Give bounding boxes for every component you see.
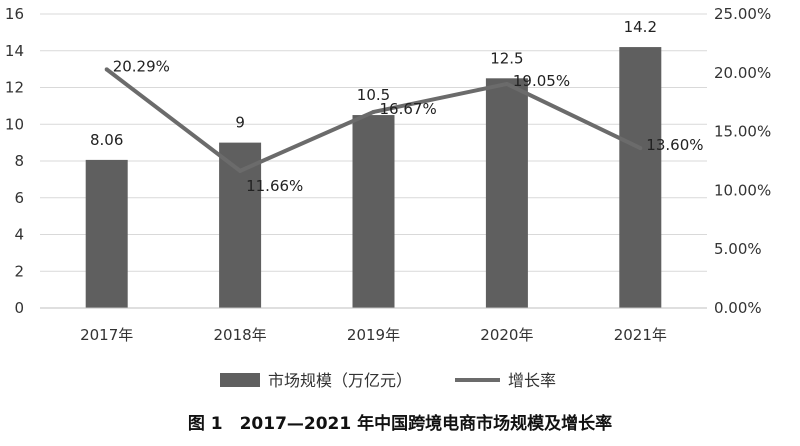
line-point <box>238 168 243 173</box>
bar <box>219 142 262 308</box>
line-point <box>104 67 109 72</box>
left-axis: 0 2 4 6 8 10 12 14 16 <box>5 5 24 317</box>
legend-label-bar: 市场规模（万亿元） <box>268 371 412 390</box>
y-tick-label: 4 <box>14 226 24 244</box>
x-tick-label: 2020年 <box>480 326 533 344</box>
data-labels: 8.06 9 10.5 12.5 14.2 20.29% 11.66% 16.67% 19.05… <box>90 18 704 195</box>
line-value-label: 11.66% <box>246 177 303 195</box>
line-value-label: 19.05% <box>513 72 570 90</box>
line-point <box>638 146 643 151</box>
y2-tick-label: 25.00% <box>714 5 771 23</box>
legend-label-line: 增长率 <box>508 371 556 390</box>
bar <box>352 115 395 308</box>
bar-value-label: 9 <box>235 114 245 132</box>
y-tick-label: 14 <box>5 42 24 60</box>
bar <box>85 159 128 308</box>
y2-tick-label: 5.00% <box>714 240 762 258</box>
y-tick-label: 10 <box>5 115 24 133</box>
legend: 市场规模（万亿元） 增长率 <box>220 371 556 390</box>
x-tick-label: 2018年 <box>214 326 267 344</box>
line-value-label: 20.29% <box>113 57 170 75</box>
y-tick-label: 8 <box>14 152 24 170</box>
bar <box>485 78 528 308</box>
bar-value-label: 10.5 <box>357 86 390 104</box>
y-tick-label: 2 <box>14 262 24 280</box>
y2-tick-label: 10.00% <box>714 181 771 199</box>
right-axis: 0.00% 5.00% 10.00% 15.00% 20.00% 25.00% <box>714 5 771 317</box>
legend-swatch-bar <box>220 373 260 387</box>
y-tick-label: 12 <box>5 79 24 97</box>
bar-value-label: 8.06 <box>90 131 123 149</box>
y-tick-label: 16 <box>5 5 24 23</box>
line-point <box>371 109 376 114</box>
figure-caption: 图 1 2017—2021 年中国跨境电商市场规模及增长率 <box>187 414 613 434</box>
x-tick-label: 2017年 <box>80 326 133 344</box>
y-tick-label: 6 <box>14 189 24 207</box>
y2-tick-label: 15.00% <box>714 123 771 141</box>
line-series <box>104 67 643 173</box>
line-value-label: 13.60% <box>646 136 703 154</box>
bar <box>619 47 662 308</box>
x-axis: 2017年 2018年 2019年 2020年 2021年 <box>40 307 707 344</box>
bar-series <box>85 47 662 308</box>
y-tick-label: 0 <box>14 299 24 317</box>
bar-value-label: 14.2 <box>624 18 657 36</box>
bar-value-label: 12.5 <box>490 49 523 67</box>
y2-tick-label: 0.00% <box>714 299 762 317</box>
x-tick-label: 2019年 <box>347 326 400 344</box>
y2-tick-label: 20.00% <box>714 64 771 82</box>
line-value-label: 16.67% <box>380 100 437 118</box>
x-tick-label: 2021年 <box>614 326 667 344</box>
line-point <box>504 81 509 86</box>
